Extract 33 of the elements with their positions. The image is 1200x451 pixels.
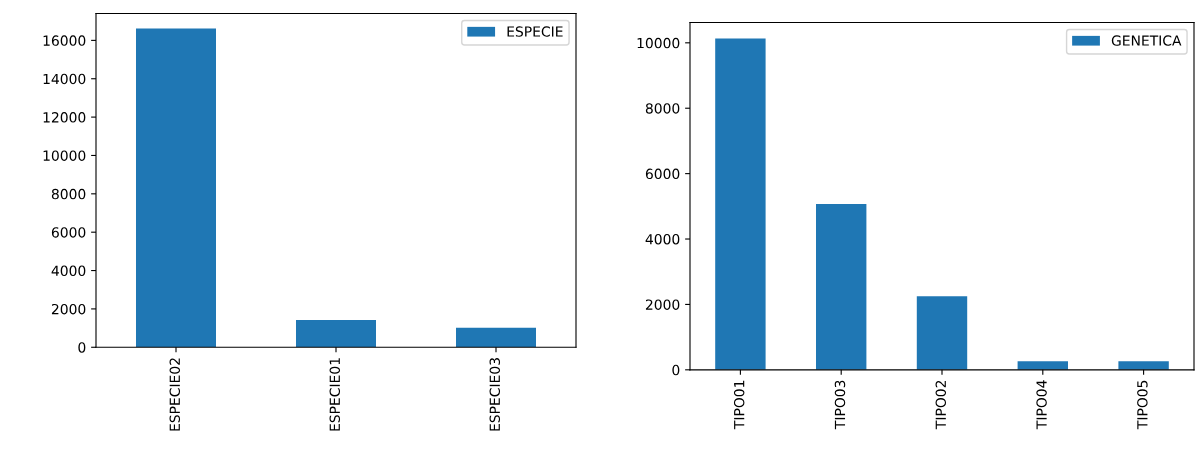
y-tick-label: 8000 xyxy=(645,103,680,114)
x-tick-label: TIPO05 xyxy=(1137,380,1148,430)
y-tick-label: 6000 xyxy=(645,168,680,180)
y-tick-label: 2000 xyxy=(51,303,86,315)
y-tick-label: 4000 xyxy=(51,265,86,277)
bar xyxy=(1118,361,1169,370)
legend-label: GENETICA xyxy=(1111,35,1182,46)
y-tick-label: 4000 xyxy=(645,233,680,245)
y-tick-label: 6000 xyxy=(51,227,86,238)
x-tick-label: TIPO03 xyxy=(834,380,846,430)
x-tick-label: TIPO02 xyxy=(935,380,947,430)
y-tick-label: 10000 xyxy=(637,37,680,49)
legend-label: ESPECIE xyxy=(507,26,563,37)
x-tick-label: ESPECIE03 xyxy=(489,358,501,431)
y-tick-label: 2000 xyxy=(645,299,680,310)
bar xyxy=(1017,361,1068,370)
bar xyxy=(296,320,376,348)
x-tick-label: TIPO01 xyxy=(733,380,745,430)
y-tick-label: 0 xyxy=(672,364,680,376)
y-tick-label: 12000 xyxy=(43,112,86,123)
x-tick-label: ESPECIE01 xyxy=(329,358,341,431)
bar xyxy=(715,38,766,370)
y-tick-label: 16000 xyxy=(43,35,86,46)
x-tick-label: TIPO04 xyxy=(1036,380,1047,430)
bar xyxy=(916,296,968,370)
y-tick-label: 14000 xyxy=(43,73,86,85)
y-tick-label: 8000 xyxy=(51,188,86,200)
bar xyxy=(816,204,867,370)
y-tick-label: 0 xyxy=(78,342,86,353)
y-tick-label: 10000 xyxy=(43,150,86,161)
bar xyxy=(136,28,216,348)
bar xyxy=(456,327,536,348)
x-tick-label: ESPECIE02 xyxy=(169,358,181,431)
